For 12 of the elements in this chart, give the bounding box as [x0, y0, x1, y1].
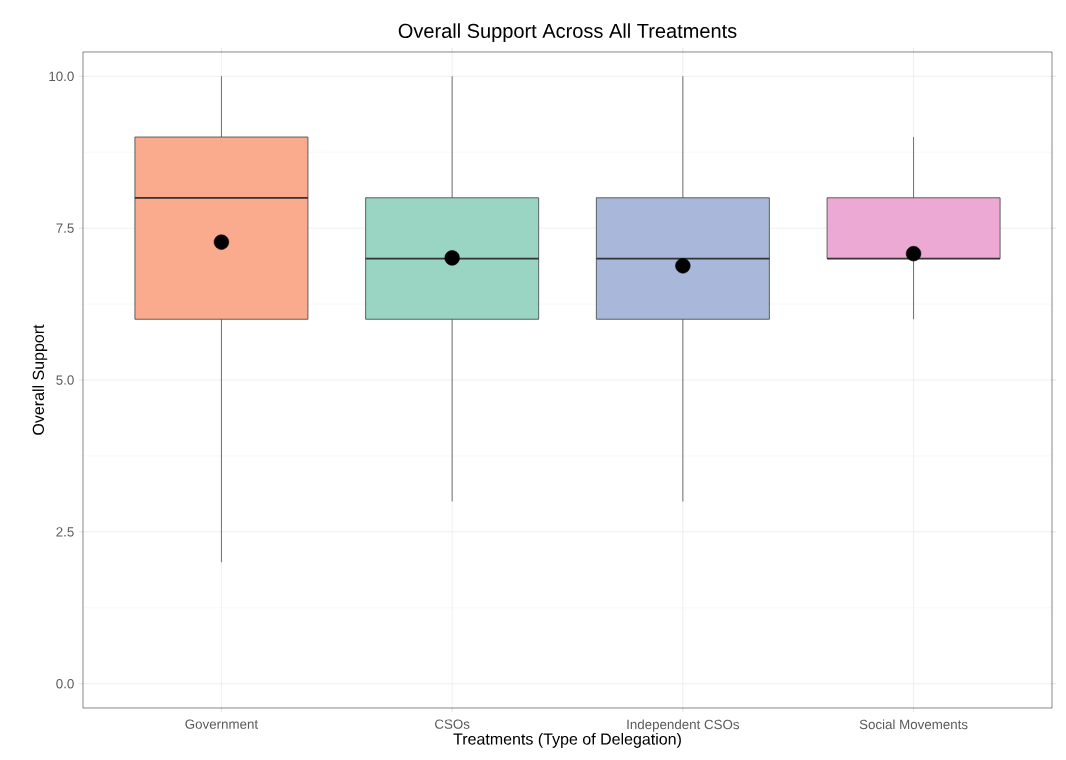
x-axis-title: Treatments (Type of Delegation) [453, 732, 681, 748]
x-tick-label: CSOs [435, 719, 470, 729]
x-tick-label: Independent CSOs [627, 719, 740, 732]
y-axis-title: Overall Support [32, 324, 48, 435]
chart-title: Overall Support Across All Treatments [398, 23, 737, 42]
y-tick-label: 10.0 [49, 71, 74, 82]
y-tick-label: 2.5 [56, 527, 74, 537]
x-tick-label: Government [185, 719, 259, 729]
y-tick-label: 5.0 [56, 375, 74, 385]
y-tick-label: 0.0 [56, 678, 74, 689]
x-tick-label: Social Movements [859, 719, 968, 730]
y-tick-label: 7.5 [56, 223, 74, 233]
